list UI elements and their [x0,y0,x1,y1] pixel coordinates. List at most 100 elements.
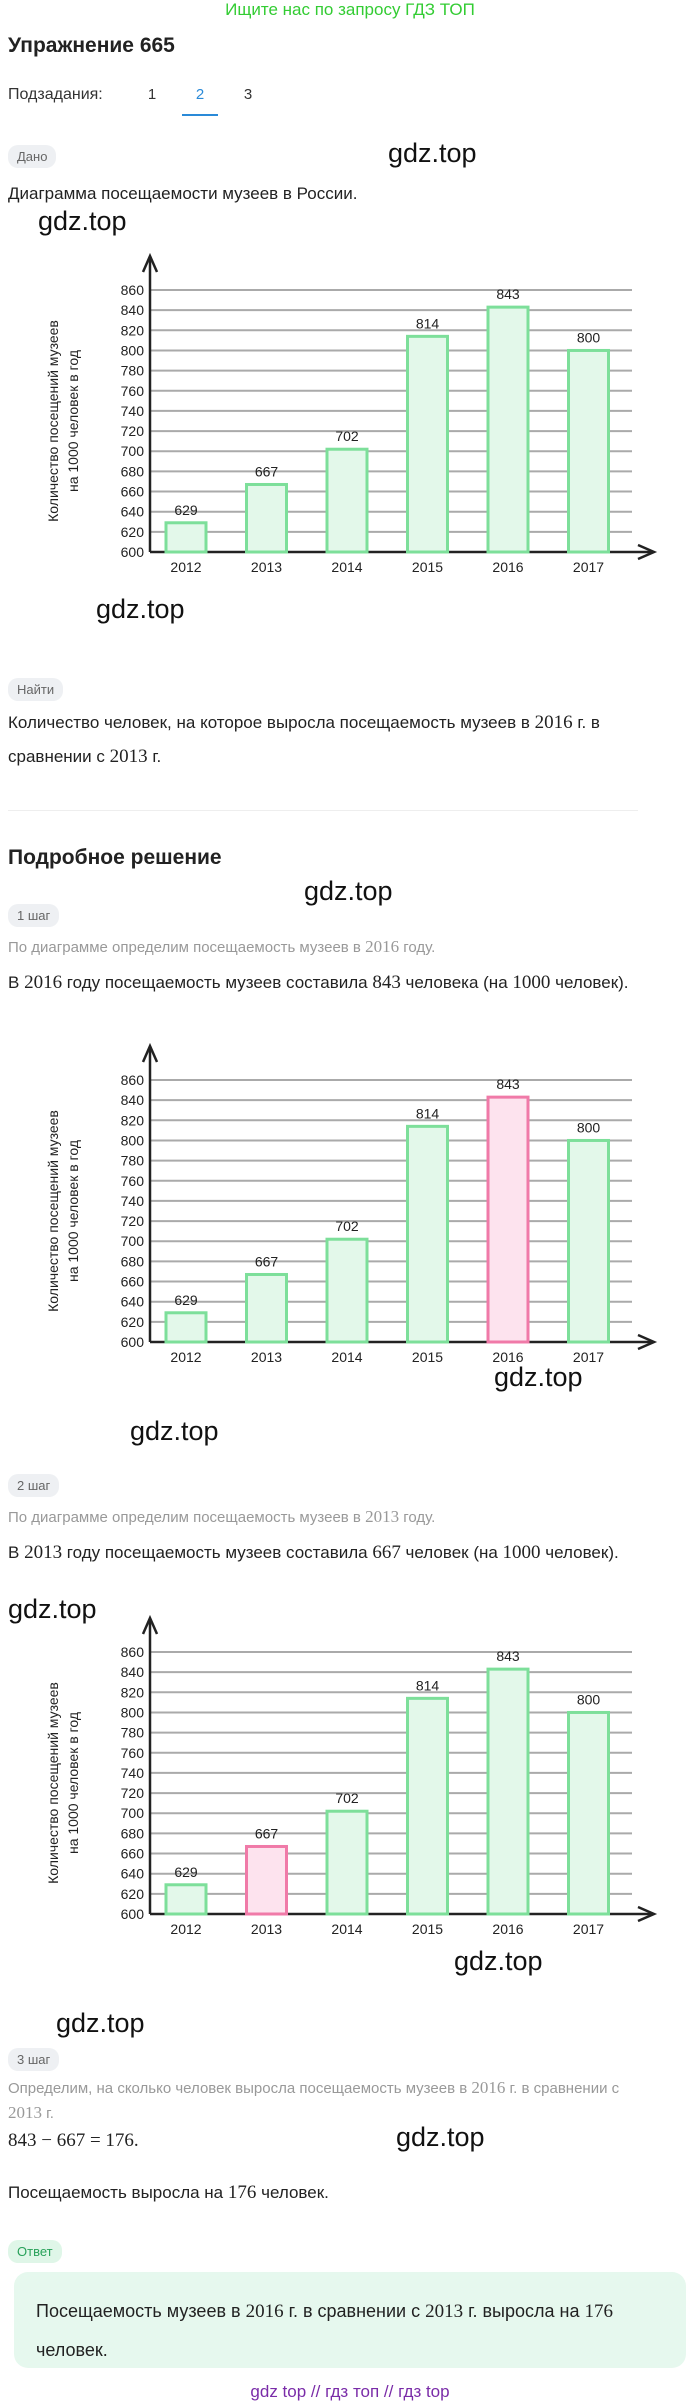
x-axis-arrow [637,543,658,561]
value-number: 1000 [512,972,551,993]
watermark: gdz.top [38,206,127,236]
bar-value-label: 843 [496,286,520,302]
x-tick-label: 2017 [573,1349,604,1365]
y-tick-label: 640 [121,1866,145,1882]
bar [406,1696,449,1916]
watermark: gdz.top [96,594,185,624]
step3-badge: 3 шаг [8,2048,60,2071]
y-tick-label: 700 [121,1233,145,1249]
y-tick-label: 860 [121,1644,145,1660]
subtasks-label: Подзадания: [8,86,103,103]
x-tick-label: 2012 [170,1921,201,1937]
hint-part: По диаграмме определим посещаемость музе… [8,939,366,956]
x-axis-arrow [637,1905,658,1923]
answer-text-part: г. в сравнении с [283,2301,426,2321]
y-tick-label: 820 [121,1684,145,1700]
y-tick-label: 760 [121,383,145,399]
y-tick-label: 740 [121,1193,145,1209]
y-tick-label: 760 [121,1173,145,1189]
y-axis-label-line: на 1000 человек в год [65,350,81,492]
y-tick-label: 700 [121,443,145,459]
watermark: gdz.top [494,1362,583,1392]
y-tick-label: 660 [121,1846,145,1862]
hint-part: г. [42,2105,54,2122]
bar [164,1883,208,1916]
answer-text-part: Посещаемость музеев в [36,2301,246,2321]
bar-value-label: 843 [496,1076,520,1092]
y-tick-label: 820 [121,322,145,338]
year-number: 2016 [24,972,63,993]
answer-badge: Ответ [8,2240,62,2263]
step1-text: В 2016 году посещаемость музеев составил… [8,966,629,1000]
x-tick-label: 2017 [573,1921,604,1937]
answer-text: Посещаемость музеев в 2016 г. в сравнени… [36,2292,666,2369]
step1-badge: 1 шаг [8,904,60,927]
y-tick-label: 740 [121,1765,145,1781]
step-text-part: году посещаемость музеев составила [62,973,373,992]
bar-value-label: 702 [335,1218,359,1234]
watermark: gdz.top [56,2008,145,2038]
y-tick-label: 680 [121,1253,145,1269]
bar [164,521,208,554]
y-tick-label: 680 [121,1825,145,1841]
bar-value-label: 814 [416,1105,440,1121]
step-text-part: году посещаемость музеев составила [62,1543,373,1562]
subtask-tab-2[interactable]: 2 [182,86,218,116]
y-axis-label-line: Количество посещений музеев [45,320,61,522]
y-tick-label: 860 [121,282,145,298]
bar [567,1710,610,1916]
bar [567,1138,610,1344]
footer-links[interactable]: gdz top // гдз топ // гдз top [250,2382,450,2401]
y-tick-label: 800 [121,342,145,358]
x-tick-label: 2015 [412,1349,443,1365]
y-axis-arrow [141,1042,159,1063]
hint-part: По диаграмме определим посещаемость музе… [8,1509,366,1526]
find-text-part: г. [147,747,162,766]
divider [8,810,638,811]
x-tick-label: 2013 [251,1349,282,1365]
y-axis-label: Количество посещений музеев на 1000 челов… [45,1682,81,1884]
y-tick-label: 600 [121,1906,145,1922]
y-tick-label: 640 [121,504,145,520]
bar [245,1844,288,1916]
find-text-part: сравнении с [8,747,110,766]
bar-value-label: 800 [577,1691,601,1707]
year-number: 2013 [425,2301,464,2322]
value-number: 176 [584,2301,613,2322]
bar-value-label: 629 [174,1864,198,1880]
year-number: 2016 [534,712,573,733]
year-number: 2013 [24,1542,63,1563]
y-tick-label: 720 [121,1213,145,1229]
hint-part: г. в сравнении с [505,2080,620,2097]
bar [567,348,610,554]
bar [486,1095,530,1344]
watermark: gdz.top [454,1946,543,1976]
step-text-part: человек (на [400,1543,503,1562]
search-banner[interactable]: Ищите нас по запросу ГДЗ ТОП [225,0,475,19]
bar [406,1124,449,1344]
given-text: Диаграмма посещаемости музеев в России. [8,184,358,203]
y-tick-label: 660 [121,1274,145,1290]
step3-formula: 843 − 667 = 176. [8,2130,139,2151]
y-tick-label: 600 [121,544,145,560]
hint-part: году. [399,939,436,956]
y-tick-label: 600 [121,1334,145,1350]
subtask-tab-1[interactable]: 1 [147,86,157,103]
subtask-tab-3[interactable]: 3 [243,86,253,103]
watermark: gdz.top [304,876,393,906]
y-tick-label: 800 [121,1132,145,1148]
bar-value-label: 702 [335,428,359,444]
bar-value-label: 629 [174,502,198,518]
y-axis-label: Количество посещений музеев на 1000 челов… [45,1110,81,1312]
bar-value-label: 667 [255,1825,279,1841]
year-number: 2016 [471,2078,506,2097]
bar [486,305,530,554]
step-text-part: Посещаемость выросла на [8,2183,228,2202]
find-text-part: г. в [572,713,600,732]
answer-text-part: человек. [36,2340,108,2360]
x-tick-label: 2013 [251,559,282,575]
x-tick-label: 2014 [331,1921,362,1937]
find-text: Количество человек, на которое выросла п… [8,706,678,774]
value-number: 843 [372,972,401,993]
bar [325,1237,369,1344]
